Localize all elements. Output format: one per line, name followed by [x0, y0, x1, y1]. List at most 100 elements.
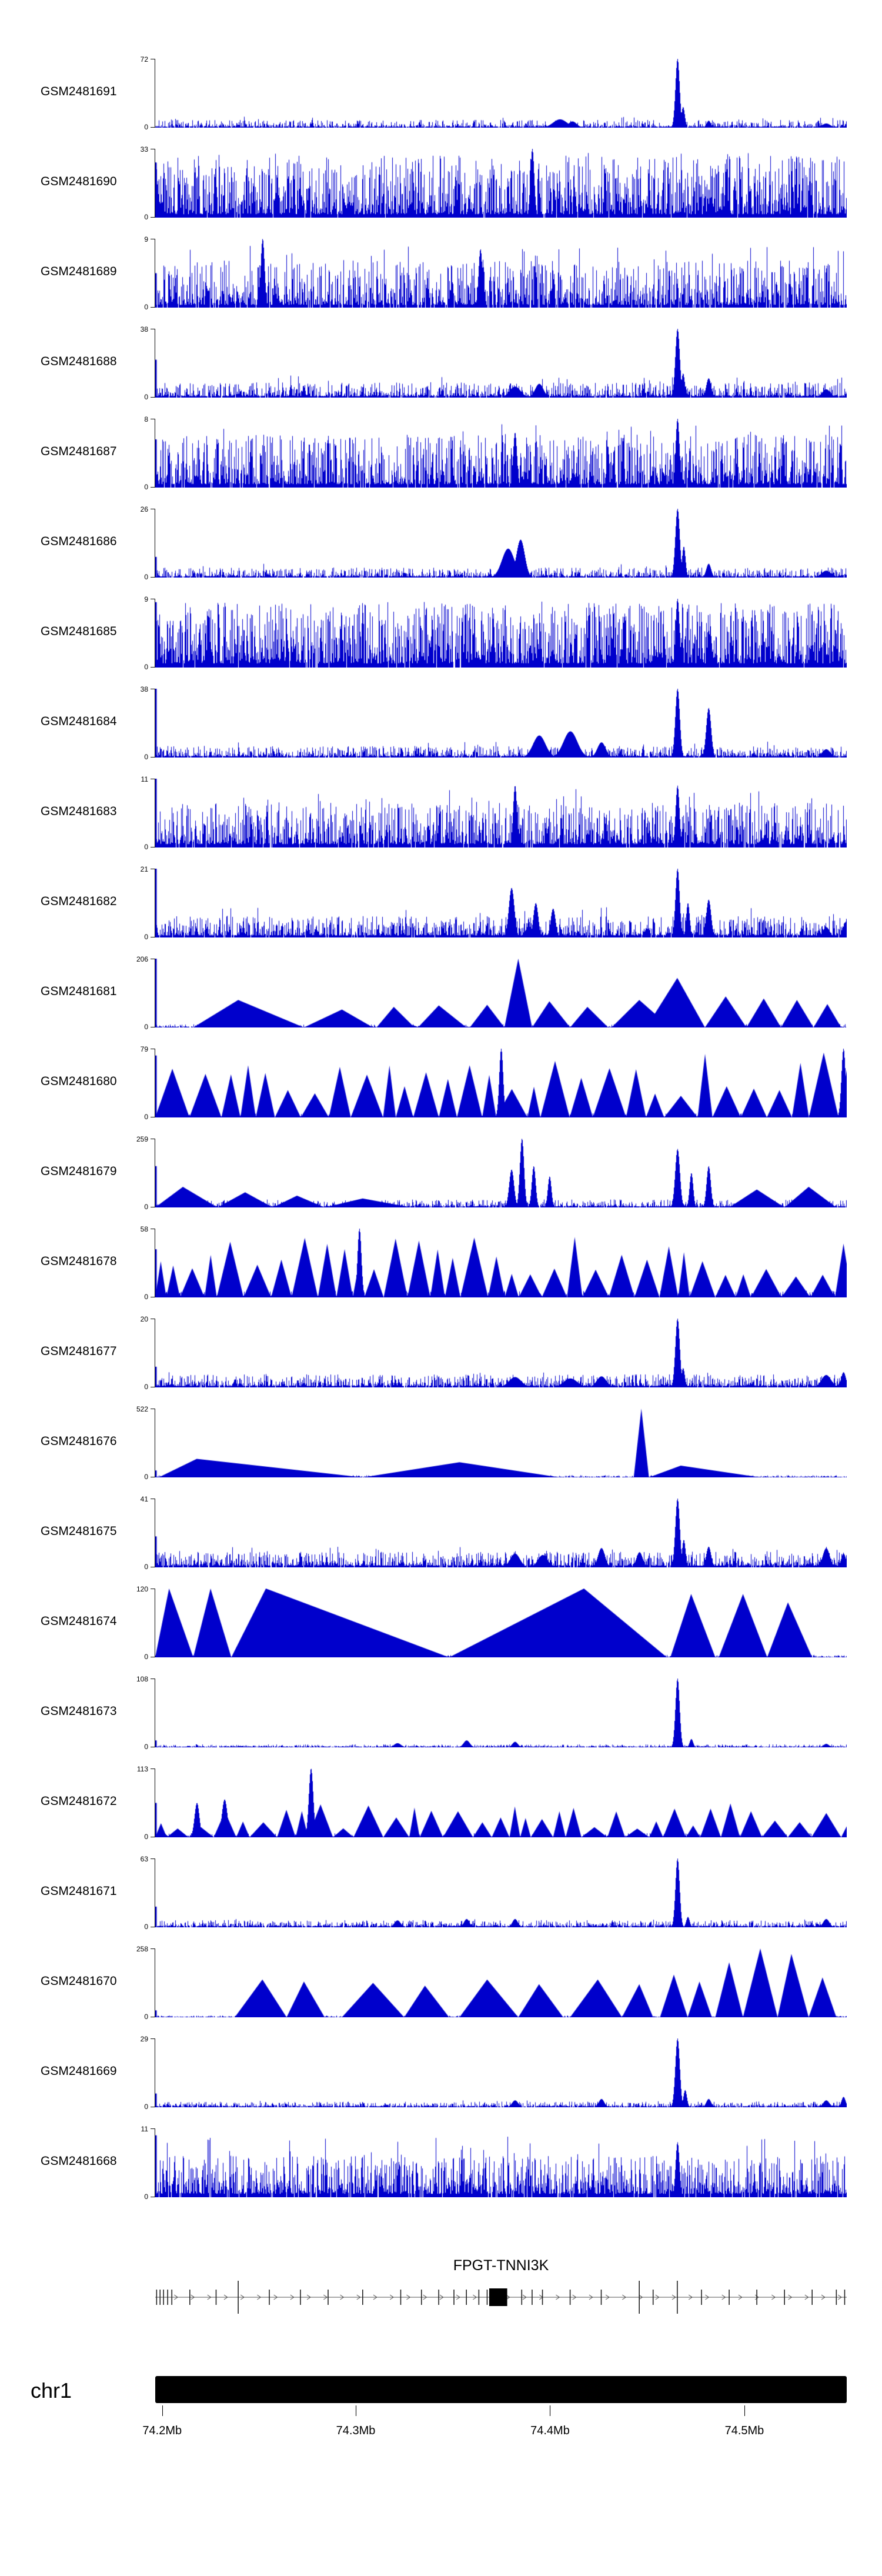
track-yzero-label: 0 [144, 1113, 148, 1121]
strand-arrow-icon [423, 2294, 427, 2300]
strand-arrow-icon [705, 2294, 710, 2300]
track-sample-label: GSM2481673 [41, 1704, 117, 1718]
chromosome-ideogram [155, 2376, 847, 2403]
track-sample-label: GSM2481683 [41, 805, 117, 818]
track-ymax-label: 108 [136, 1675, 148, 1683]
track-sample-label: GSM2481686 [41, 535, 117, 548]
strand-arrow-icon [655, 2294, 660, 2300]
coverage-signal-plot [155, 599, 847, 668]
track-yzero-label: 0 [144, 2193, 148, 2201]
track-ymax-label: 113 [136, 1765, 148, 1773]
strand-arrow-icon [340, 2294, 345, 2300]
strand-arrow-icon [605, 2294, 610, 2300]
strand-arrow-icon [572, 2294, 577, 2300]
track-yzero-label: 0 [144, 573, 148, 581]
track-ymax-label: 9 [144, 235, 148, 243]
track-ymax-label: 58 [140, 1225, 148, 1233]
coverage-track-row: GSM2481690 33 0 [0, 145, 882, 221]
track-yzero-tick [151, 127, 155, 128]
track-ymax-label: 259 [136, 1135, 148, 1143]
gene-annotation-track: FPGT-TNNI3K [155, 2257, 847, 2334]
strand-arrow-icon [688, 2294, 693, 2300]
axis-tick-line [744, 2405, 745, 2416]
coverage-track-row: GSM2481669 29 0 [0, 2035, 882, 2111]
track-sample-label: GSM2481684 [41, 715, 117, 728]
track-yzero-tick [151, 577, 155, 578]
coverage-signal-plot [155, 959, 847, 1027]
track-sample-label: GSM2481668 [41, 2154, 117, 2168]
track-ymax-label: 38 [140, 325, 148, 333]
track-yzero-label: 0 [144, 933, 148, 941]
track-ymax-label: 79 [140, 1045, 148, 1053]
coverage-signal-plot [155, 2128, 847, 2197]
track-yzero-label: 0 [144, 1563, 148, 1571]
track-yzero-tick [151, 307, 155, 308]
track-ymax-label: 63 [140, 1855, 148, 1863]
track-sample-label: GSM2481687 [41, 445, 117, 458]
track-sample-label: GSM2481672 [41, 1794, 117, 1808]
track-ymax-label: 11 [141, 2125, 148, 2133]
track-sample-label: GSM2481675 [41, 1524, 117, 1538]
track-sample-label: GSM2481677 [41, 1344, 117, 1358]
strand-arrow-icon [174, 2294, 179, 2300]
coverage-signal-plot [155, 1319, 847, 1387]
strand-arrow-icon [639, 2294, 643, 2300]
track-yzero-label: 0 [144, 123, 148, 131]
track-yzero-tick [151, 667, 155, 668]
gene-name-label: FPGT-TNNI3K [453, 2257, 549, 2274]
coverage-track-row: GSM2481674 120 0 [0, 1585, 882, 1661]
coverage-signal-plot [155, 1589, 847, 1657]
coverage-signal-plot [155, 779, 847, 847]
track-sample-label: GSM2481685 [41, 625, 117, 638]
strand-arrow-icon [191, 2294, 195, 2300]
coverage-signal-plot [155, 509, 847, 578]
track-yzero-label: 0 [144, 483, 148, 491]
strand-arrow-icon [821, 2294, 826, 2300]
track-ymax-label: 258 [136, 1945, 148, 1953]
strand-arrow-icon [273, 2294, 278, 2300]
strand-arrow-icon [257, 2294, 262, 2300]
strand-arrow-icon [738, 2294, 743, 2300]
track-sample-label: GSM2481670 [41, 1974, 117, 1988]
axis-tick-line [162, 2405, 163, 2416]
coverage-track-row: GSM2481672 113 0 [0, 1765, 882, 1841]
coverage-track-row: GSM2481687 8 0 [0, 415, 882, 491]
track-yzero-label: 0 [144, 1293, 148, 1301]
track-yzero-label: 0 [144, 213, 148, 221]
coverage-signal-plot [155, 1948, 847, 2017]
coverage-signal-plot [155, 1769, 847, 1837]
track-yzero-label: 0 [144, 1833, 148, 1841]
track-yzero-label: 0 [144, 1383, 148, 1391]
coverage-signal-plot [155, 1049, 847, 1117]
track-ymax-label: 11 [141, 775, 148, 783]
track-ymax-label: 8 [144, 415, 148, 423]
track-ymax-label: 9 [144, 595, 148, 603]
track-sample-label: GSM2481679 [41, 1164, 117, 1178]
coverage-signal-plot [155, 1679, 847, 1747]
coverage-track-row: GSM2481683 11 0 [0, 775, 882, 851]
coverage-track-row: GSM2481680 79 0 [0, 1045, 882, 1121]
track-ymax-tick [151, 1858, 155, 1859]
strand-arrow-icon [837, 2294, 843, 2300]
axis-tick-label: 74.3Mb [336, 2424, 376, 2437]
track-yzero-label: 0 [144, 393, 148, 401]
coordinate-axis: 74.2Mb 74.3Mb 74.4Mb 74.5Mb [142, 2405, 847, 2458]
coverage-track-row: GSM2481678 58 0 [0, 1225, 882, 1301]
track-sample-label: GSM2481688 [41, 355, 117, 368]
track-ymax-label: 29 [140, 2035, 148, 2043]
track-yzero-label: 0 [144, 753, 148, 761]
track-ymax-tick [151, 2038, 155, 2039]
track-ymax-tick [151, 1948, 155, 1949]
track-yzero-label: 0 [144, 1743, 148, 1751]
coverage-track-row: GSM2481671 63 0 [0, 1855, 882, 1931]
strand-arrow-icon [671, 2294, 676, 2300]
coverage-signal-plot [155, 869, 847, 937]
track-yzero-tick [151, 397, 155, 398]
coverage-signal-plot [155, 59, 847, 128]
strand-arrow-icon [522, 2294, 527, 2300]
coverage-track-row: GSM2481679 259 0 [0, 1135, 882, 1211]
coverage-signal-plot [155, 149, 847, 218]
track-yzero-label: 0 [144, 303, 148, 311]
track-ymax-tick [151, 2128, 155, 2129]
strand-arrow-icon [373, 2294, 377, 2300]
